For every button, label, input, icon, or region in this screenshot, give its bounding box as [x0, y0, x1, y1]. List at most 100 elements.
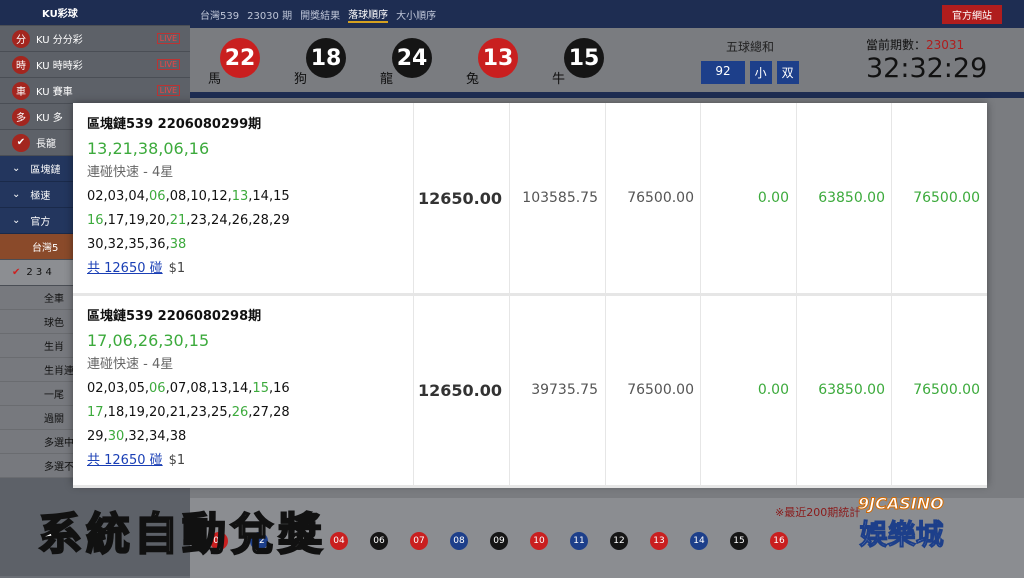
number: ,07,08,13,14,	[165, 381, 253, 396]
details: 區塊鏈539 2206080298期 17,06,26,30,15 連碰快速 - 4…	[87, 305, 290, 473]
amount: 12650.00	[413, 103, 508, 293]
number-line: 29,30,32,34,38	[87, 425, 290, 449]
number: 15	[252, 381, 269, 396]
footer: 共 12650 碰 $1	[87, 257, 290, 281]
number: 06	[149, 189, 166, 204]
amount: 0.00	[700, 295, 795, 485]
number-line: 30,32,35,36,38	[87, 233, 290, 257]
icon: 多	[12, 107, 30, 126]
number: 38	[169, 237, 187, 252]
zodiac: 馬	[208, 72, 222, 87]
live-badge: LIVE	[156, 59, 180, 70]
icon: 車	[12, 81, 30, 100]
number: 02,03,04,	[87, 189, 150, 204]
sum-parity: 双	[776, 61, 799, 84]
sum: 五球總和 92 小 双	[695, 38, 805, 84]
amount: 39735.75	[509, 295, 604, 485]
number: ,32,34,38	[124, 429, 187, 444]
amount: 76500.00	[891, 103, 986, 293]
number: 17	[87, 405, 104, 420]
tab[interactable]: 開獎結果	[300, 10, 341, 22]
row-title: 區塊鏈539 2206080298期	[87, 309, 262, 324]
strip-ball: 14	[690, 532, 708, 550]
title: KU彩球	[42, 9, 78, 20]
strip-ball: 13	[650, 532, 668, 550]
label: KU 時時彩	[36, 61, 83, 72]
amount: 76500.00	[605, 295, 700, 485]
strip-ball: 02	[250, 532, 268, 550]
chevron: ⌄	[12, 215, 21, 226]
sidebar-item[interactable]: 車 KU 賽車 LIVE	[0, 78, 190, 104]
amount: 63850.00	[796, 103, 891, 293]
strip-ball: 12	[610, 532, 628, 550]
icon: 時	[12, 55, 30, 74]
sum-label: 五球總和	[725, 40, 774, 54]
ball-wrap: 15 牛	[552, 38, 604, 87]
ball-wrap: 13 兔	[466, 38, 518, 87]
number: ,14,15	[248, 189, 290, 204]
number: ,17,19,20,	[103, 213, 170, 228]
strip-ball: 15	[730, 532, 748, 550]
number: ,18,19,20,21,23,25,	[103, 405, 232, 420]
sidebar-item[interactable]: 時 KU 時時彩 LIVE	[0, 52, 190, 78]
amount: 76500.00	[891, 295, 986, 485]
strip-ball: 08	[450, 532, 468, 550]
strip-ball: 11	[570, 532, 588, 550]
label: 區塊鏈	[30, 165, 61, 176]
draw-numbers: 13,21,38,06,16	[87, 139, 210, 158]
zodiac: 狗	[294, 72, 308, 87]
strip-ball: 06	[370, 532, 388, 550]
result-row: 區塊鏈539 2206080299期 13,21,38,06,16 連碰快速 - 4…	[73, 103, 987, 296]
label: 官方	[30, 217, 51, 228]
sum-size: 小	[749, 61, 772, 84]
ball-wrap: 24 龍	[380, 38, 432, 87]
logo: 9JCASINO 娛樂城	[858, 494, 945, 553]
strip-ball: 10	[530, 532, 548, 550]
icon: ✔	[12, 133, 30, 152]
number-line: 17,18,19,20,21,23,25,26,27,28	[87, 401, 290, 425]
bet-link[interactable]: 共 12650 碰	[87, 453, 163, 468]
top-bar: 台灣539 23030 期 開獎結果 落球順序 大小順序 官方網站	[190, 0, 1024, 28]
bet-type: 連碰快速 - 4星	[87, 165, 174, 180]
number: 16	[87, 213, 104, 228]
stats-panel: ※最近200期統計 01 02 03 04 06 07 08 09 10 11 12 13 14 15 16	[190, 498, 1024, 578]
number: 30,32,35,36,	[87, 237, 170, 252]
number: ,23,24,26,28,29	[186, 213, 290, 228]
number: ,08,10,12,	[165, 189, 232, 204]
number: ,27,28	[248, 405, 290, 420]
stats-label: ※最近200期統計	[775, 506, 861, 519]
strip-ball: 03	[290, 532, 308, 550]
number-line: 02,03,04,06,08,10,12,13,14,15	[87, 185, 290, 209]
number: ,16	[268, 381, 290, 396]
strip-ball: 07	[410, 532, 428, 550]
zodiac: 龍	[380, 72, 394, 87]
bet-type: 連碰快速 - 4星	[87, 357, 174, 372]
bet-link[interactable]: 共 12650 碰	[87, 261, 163, 276]
period: 23030 期	[247, 10, 293, 22]
current-period: 23031	[926, 38, 965, 52]
current: 當前期數：23031 32:32:29	[866, 36, 987, 84]
ball-row: 22 馬 18 狗 24 龍 13 兔 15 牛	[208, 38, 604, 87]
amount: 0.00	[700, 103, 795, 293]
zodiac: 牛	[552, 72, 566, 87]
strip-ball: 09	[490, 532, 508, 550]
ball: 13	[478, 38, 518, 78]
sidebar-item[interactable]: 分 KU 分分彩 LIVE	[0, 26, 190, 52]
ball-strip: 01 02 03 04 06 07 08 09 10 11 12 13 14 15 16	[210, 532, 788, 550]
tab[interactable]: 落球順序	[348, 6, 389, 23]
amount: 103585.75	[509, 103, 604, 293]
game: 台灣539	[200, 10, 240, 22]
ball-wrap: 22 馬	[208, 38, 260, 87]
number-line: 16,17,19,20,21,23,24,26,28,29	[87, 209, 290, 233]
number: 30	[107, 429, 125, 444]
strip-ball: 04	[330, 532, 348, 550]
label: KU 多	[36, 113, 63, 124]
logo-sub: 娛樂城	[859, 518, 944, 552]
ball: 24	[392, 38, 432, 78]
amount: 12650.00	[413, 295, 508, 485]
official-button[interactable]: 官方網站	[942, 4, 1002, 24]
tab[interactable]: 大小順序	[396, 10, 437, 22]
zodiac: 兔	[466, 72, 480, 87]
logo-text: 9JCASINO	[858, 494, 945, 514]
